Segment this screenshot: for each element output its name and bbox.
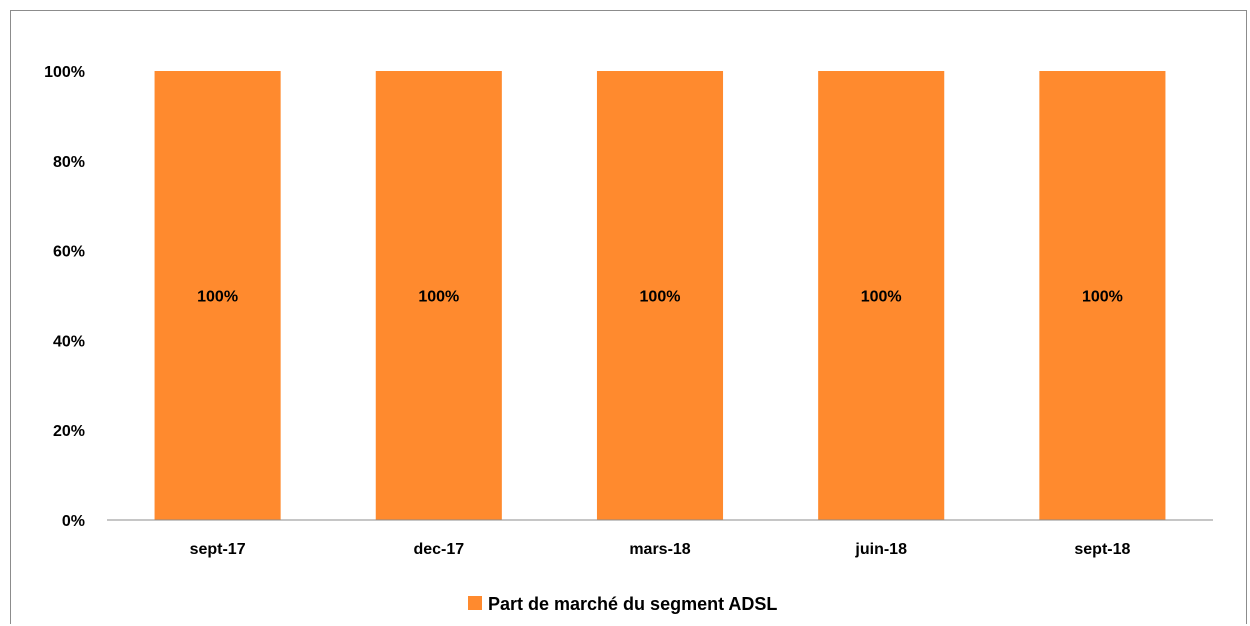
bar <box>375 71 502 520</box>
legend-label: Part de marché du segment ADSL <box>488 594 777 614</box>
y-tick-label: 40% <box>53 333 85 350</box>
x-tick-label: sept-17 <box>190 541 246 558</box>
bar-data-label: 100% <box>418 289 459 306</box>
bar-data-label: 100% <box>640 289 681 306</box>
bar-data-label: 100% <box>197 289 238 306</box>
x-tick-label: dec-17 <box>413 541 464 558</box>
bar <box>818 71 945 520</box>
x-tick-label: juin-18 <box>854 541 907 558</box>
y-tick-label: 0% <box>62 513 85 530</box>
y-axis-ticks: 0% 20% 40% 60% 80% 100% <box>44 64 85 530</box>
y-tick-label: 20% <box>53 423 85 440</box>
x-axis-ticks: sept-17 dec-17 mars-18 juin-18 sept-18 <box>190 541 1131 558</box>
bar <box>154 71 281 520</box>
y-tick-label: 100% <box>44 64 85 81</box>
bar-data-label: 100% <box>861 289 902 306</box>
legend-swatch <box>468 596 482 610</box>
y-tick-label: 60% <box>53 244 85 261</box>
bar <box>596 71 724 520</box>
bar-data-label: 100% <box>1082 289 1123 306</box>
x-tick-label: sept-18 <box>1074 541 1130 558</box>
y-tick-label: 80% <box>53 154 85 171</box>
chart-frame <box>10 10 1247 624</box>
bars <box>154 71 1166 520</box>
x-tick-label: mars-18 <box>629 541 690 558</box>
bar <box>1039 71 1166 520</box>
legend: Part de marché du segment ADSL <box>468 594 777 614</box>
data-labels: 100% 100% 100% 100% 100% <box>197 289 1123 306</box>
